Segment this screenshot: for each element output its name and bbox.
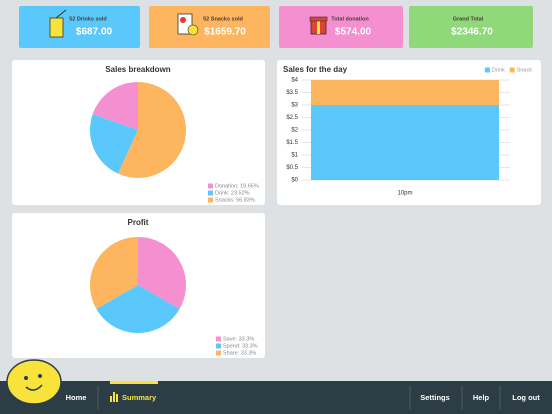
chart-title: Profit	[128, 218, 149, 227]
pie-slice	[92, 82, 138, 130]
card-value: $2346.70	[451, 27, 493, 38]
legend-label: Drink	[492, 67, 505, 73]
x-tick-label: 10pm	[397, 191, 412, 197]
nav-item[interactable]: Help	[473, 393, 490, 402]
nav-item[interactable]: Summary	[122, 393, 157, 402]
legend-label: Share: 33.3%	[223, 350, 256, 356]
legend-swatch	[208, 183, 213, 189]
y-tick-label: $2.5	[286, 115, 298, 121]
lemon-logo	[6, 359, 62, 405]
y-tick-label: $3	[291, 103, 298, 109]
y-tick-label: $3.5	[286, 90, 298, 96]
summary-icon	[110, 392, 118, 402]
drink-icon	[49, 9, 67, 38]
pie-slice	[90, 114, 138, 174]
bar-segment	[311, 105, 499, 180]
y-tick-label: $0.5	[286, 165, 298, 171]
card-value: $687.00	[76, 27, 113, 38]
card[interactable]	[279, 6, 403, 48]
y-tick-label: $1.5	[286, 140, 298, 146]
y-tick-label: $0	[291, 178, 298, 184]
card-label: Grand Total	[453, 16, 484, 22]
legend-swatch	[208, 197, 213, 203]
legend-label: Spend: 33.3%	[223, 343, 258, 349]
chart-title: Sales breakdown	[105, 65, 170, 74]
legend-label: Save: 33.3%	[223, 336, 254, 342]
legend-swatch	[216, 336, 221, 342]
card-value: $574.00	[335, 27, 372, 38]
y-tick-label: $4	[291, 78, 298, 84]
bar-segment	[311, 80, 499, 105]
card-label: 52 Snacks sold	[203, 16, 243, 22]
legend-label: Drink: 23.52%	[215, 190, 250, 196]
gift-icon	[309, 16, 328, 35]
legend-swatch	[509, 67, 515, 73]
pie-slice	[96, 285, 180, 333]
legend-label: Snack	[517, 67, 533, 73]
legend-swatch	[484, 67, 490, 73]
legend-swatch	[216, 350, 221, 356]
y-tick-label: $1	[291, 153, 298, 159]
legend-label: Donation: 19.65%	[215, 183, 259, 189]
card-value: $1659.70	[204, 27, 246, 38]
card-label: Total donation	[331, 16, 369, 22]
legend-swatch	[216, 343, 221, 349]
card[interactable]	[19, 6, 140, 48]
active-indicator	[110, 381, 158, 384]
y-tick-label: $2	[291, 128, 298, 134]
nav-bar	[0, 381, 552, 414]
pie-slice	[118, 82, 187, 179]
legend-label: Snacks: 56.83%	[215, 197, 255, 203]
snack-icon	[177, 13, 199, 36]
pie-slice	[138, 237, 186, 309]
card-label: 52 Drinks sold	[69, 16, 107, 22]
card[interactable]	[409, 6, 533, 48]
nav-item[interactable]: Settings	[420, 393, 450, 402]
pie-slice	[90, 237, 138, 309]
legend-swatch	[208, 190, 213, 196]
nav-item[interactable]: Log out	[512, 393, 540, 402]
chart-title: Sales for the day	[283, 65, 348, 74]
nav-item[interactable]: Home	[66, 393, 87, 402]
